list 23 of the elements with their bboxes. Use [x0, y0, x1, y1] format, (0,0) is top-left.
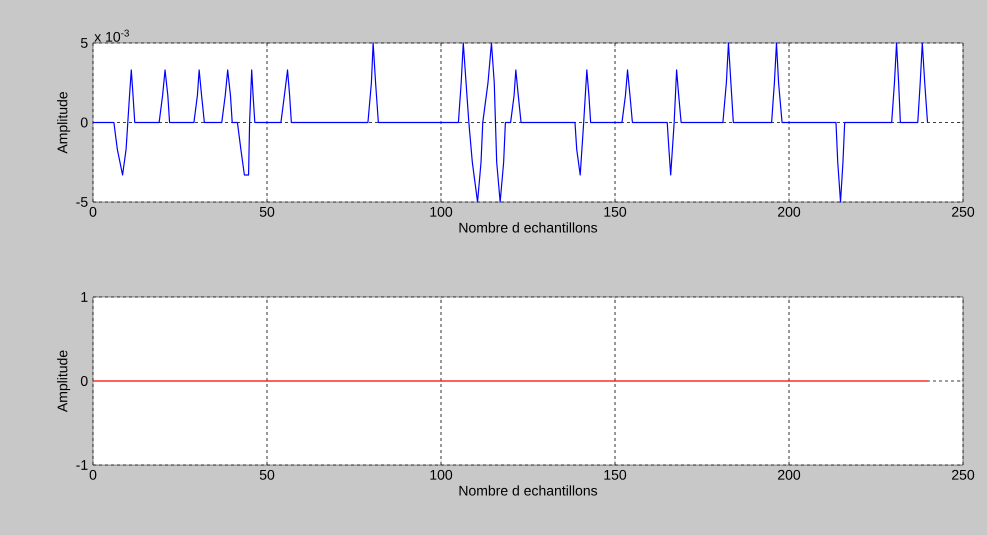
y-tick-label: 0	[80, 376, 88, 386]
y-tick-label: 5	[80, 38, 88, 48]
y-tick-label: 0	[80, 118, 88, 128]
y-axis-title: Amplitude	[57, 350, 70, 412]
x-tick-label: 0	[90, 470, 96, 480]
x-tick-label: 100	[430, 206, 452, 217]
x-tick-label: 250	[952, 206, 974, 217]
x-tick-label: 100	[430, 470, 452, 480]
x-tick-label: 50	[260, 470, 274, 480]
x-axis-title: Nombre d echantillons	[460, 485, 598, 496]
y-tick-label: -1	[76, 460, 88, 470]
y-tick-label: -5	[76, 197, 88, 207]
x-tick-label: 50	[260, 206, 274, 217]
x-tick-label: 0	[90, 206, 96, 217]
x-tick-label: 200	[778, 206, 800, 217]
x-tick-label: 200	[778, 470, 800, 480]
x-axis-title: Nombre d echantillons	[460, 222, 598, 233]
y-axis-title: Amplitude	[57, 92, 70, 154]
x-tick-label: 150	[604, 206, 626, 217]
x-tick-label: 150	[604, 470, 626, 480]
x-tick-label: 250	[952, 470, 974, 480]
y-tick-label: 1	[81, 292, 88, 302]
text: x 10$^{-3}$	[94, 30, 129, 42]
